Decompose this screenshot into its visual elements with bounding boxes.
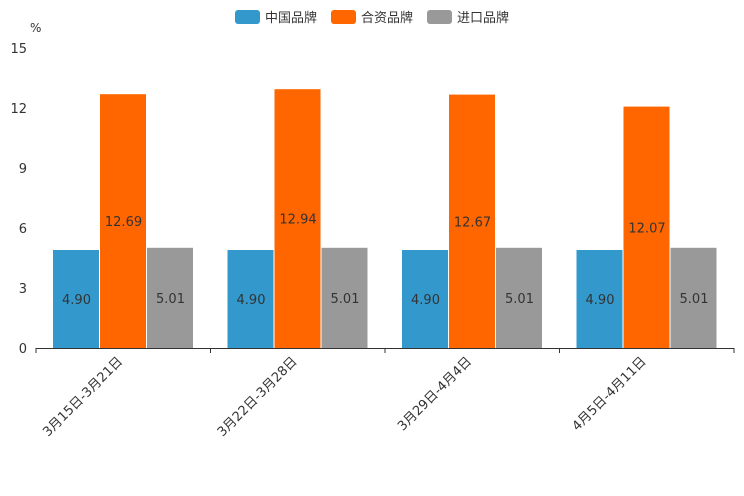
y-tick-label: 0 <box>19 342 27 357</box>
legend-swatch-china-brand <box>234 9 260 24</box>
chart-legend: 中国品牌 合资品牌 进口品牌 <box>0 7 744 26</box>
bar-value-label: 4.90 <box>411 293 440 308</box>
legend-label-china-brand: 中国品牌 <box>264 11 317 26</box>
bar-value-label: 12.69 <box>105 215 142 230</box>
legend-item-joint-venture-brand[interactable]: 合资品牌 <box>330 7 413 26</box>
bar-import-brand[interactable] <box>147 247 193 348</box>
y-tick-label: 3 <box>19 282 27 297</box>
bar-import-brand[interactable] <box>321 247 368 348</box>
y-tick-label: 6 <box>19 222 27 237</box>
bar-china-brand[interactable] <box>576 250 623 348</box>
bar-import-brand[interactable] <box>496 247 542 348</box>
bar-value-label: 5.01 <box>680 292 709 307</box>
y-axis-unit: % <box>30 21 42 35</box>
legend-label-import-brand: 进口品牌 <box>457 11 510 26</box>
bar-china-brand[interactable] <box>402 250 448 348</box>
bar-joint-venture-brand[interactable] <box>274 89 321 348</box>
y-tick-label: 9 <box>19 162 27 177</box>
bar-value-label: 12.07 <box>628 221 665 236</box>
bar-china-brand[interactable] <box>227 250 274 348</box>
x-tick-label: 3月29日-4月4日 <box>395 354 475 434</box>
bar-value-label: 4.90 <box>62 293 91 308</box>
y-tick-label: 15 <box>10 42 27 57</box>
bar-value-label: 5.01 <box>505 292 534 307</box>
y-tick-label: 12 <box>10 102 27 117</box>
legend-label-joint-venture-brand: 合资品牌 <box>360 11 413 26</box>
bar-value-label: 5.01 <box>156 292 185 307</box>
bar-value-label: 12.94 <box>279 213 316 228</box>
bar-value-label: 5.01 <box>331 292 360 307</box>
bar-joint-venture-brand[interactable] <box>449 94 495 348</box>
bar-value-label: 4.90 <box>586 293 615 308</box>
bar-value-label: 4.90 <box>237 293 266 308</box>
x-tick-label: 4月5日-4月11日 <box>570 354 650 434</box>
legend-swatch-joint-venture-brand <box>330 9 356 24</box>
bar-import-brand[interactable] <box>670 247 717 348</box>
legend-item-import-brand[interactable]: 进口品牌 <box>427 7 509 26</box>
bar-value-label: 12.67 <box>454 215 491 230</box>
bar-china-brand[interactable] <box>53 250 99 348</box>
bar-joint-venture-brand[interactable] <box>623 106 670 348</box>
x-tick-label: 3月22日-3月28日 <box>215 354 301 440</box>
legend-swatch-import-brand <box>427 9 452 24</box>
legend-item-china-brand[interactable]: 中国品牌 <box>234 7 317 26</box>
x-tick-label: 3月15日-3月21日 <box>40 354 126 440</box>
bar-joint-venture-brand[interactable] <box>100 94 146 348</box>
